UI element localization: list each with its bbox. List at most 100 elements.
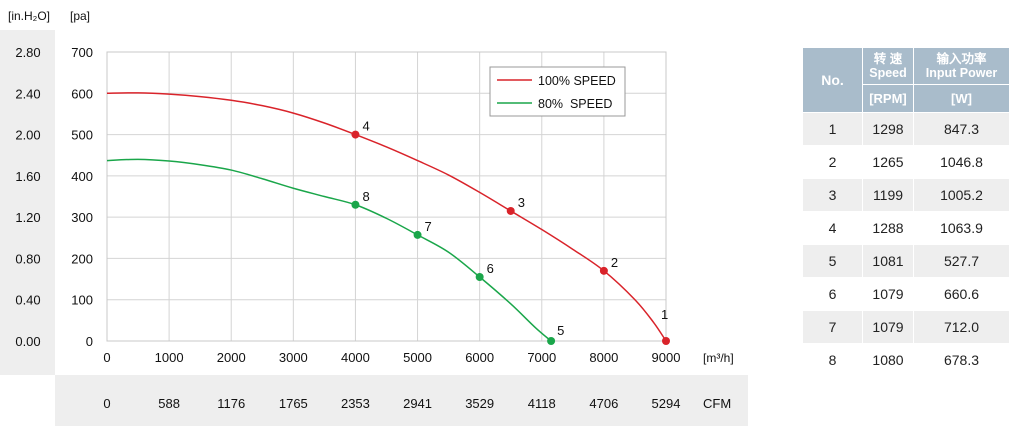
header-speed-unit: [RPM] bbox=[862, 84, 914, 113]
cfm-tick-label: 588 bbox=[158, 396, 180, 411]
data-point-label: 4 bbox=[362, 119, 369, 134]
header-speed-en: Speed bbox=[869, 66, 907, 80]
data-point bbox=[475, 273, 484, 282]
y2-axis-ticks: 0.00 0.40 0.80 1.20 1.60 2.00 2.40 2.80 bbox=[15, 45, 40, 349]
data-point bbox=[351, 200, 360, 209]
cell-power: 1046.8 bbox=[913, 145, 1010, 179]
data-point-label: 5 bbox=[557, 323, 564, 338]
cfm-tick-label: 4706 bbox=[589, 396, 618, 411]
cell-no: 6 bbox=[802, 277, 863, 311]
x-tick-label: 0 bbox=[103, 350, 110, 365]
table-row: 4 1288 1063.9 bbox=[802, 211, 1010, 245]
y-tick-label: 700 bbox=[71, 45, 93, 60]
series-line-80 bbox=[106, 158, 552, 342]
cell-speed: 1199 bbox=[862, 178, 914, 212]
data-point-label: 6 bbox=[487, 261, 494, 276]
y-tick-label: 500 bbox=[71, 128, 93, 143]
y-unit-label: [pa] bbox=[70, 9, 90, 23]
x-tick-label: 3000 bbox=[279, 350, 308, 365]
left-axis-band bbox=[0, 30, 55, 375]
cell-no: 5 bbox=[802, 244, 863, 278]
header-power-cn: 输入功率 bbox=[936, 52, 987, 66]
x-tick-label: 8000 bbox=[589, 350, 618, 365]
data-point-label: 1 bbox=[661, 307, 668, 322]
y2-tick-label: 1.60 bbox=[15, 169, 40, 184]
y2-tick-label: 2.40 bbox=[15, 86, 40, 101]
cfm-tick-label: 2353 bbox=[341, 396, 370, 411]
table-row: 1 1298 847.3 bbox=[802, 112, 1010, 146]
cell-power: 712.0 bbox=[913, 310, 1010, 344]
x-tick-label: 7000 bbox=[527, 350, 556, 365]
series-points: 4 3 2 1 8 7 6 5 bbox=[351, 119, 670, 345]
cell-speed: 1080 bbox=[862, 343, 914, 377]
y2-tick-label: 2.80 bbox=[15, 45, 40, 60]
legend: 100% SPEED 80% SPEED bbox=[489, 66, 626, 117]
y-tick-label: 200 bbox=[71, 251, 93, 266]
data-point-label: 8 bbox=[362, 189, 369, 204]
x-unit-label: [m³/h] bbox=[703, 351, 734, 365]
y-tick-label: 0 bbox=[86, 334, 93, 349]
data-point-label: 7 bbox=[425, 219, 432, 234]
y-tick-label: 600 bbox=[71, 86, 93, 101]
x-tick-label: 1000 bbox=[155, 350, 184, 365]
cfm-tick-label: 1765 bbox=[279, 396, 308, 411]
cfm-tick-label: 0 bbox=[103, 396, 110, 411]
cfm-axis-ticks: 0 588 1176 1765 2353 2941 3529 4118 4706 5294 bbox=[103, 396, 680, 411]
legend-label-100: 100% SPEED bbox=[538, 74, 616, 88]
table-row: 7 1079 712.0 bbox=[802, 310, 1010, 344]
y2-tick-label: 0.00 bbox=[15, 334, 40, 349]
data-point-label: 3 bbox=[518, 195, 525, 210]
data-point bbox=[662, 337, 670, 345]
header-no: No. bbox=[802, 47, 863, 113]
plot-frame bbox=[106, 51, 667, 342]
table-row: 3 1199 1005.2 bbox=[802, 178, 1010, 212]
data-point bbox=[599, 266, 608, 275]
data-point bbox=[351, 130, 360, 139]
header-speed-cn: 转 速 bbox=[873, 52, 903, 66]
y-tick-label: 100 bbox=[71, 293, 93, 308]
cell-speed: 1079 bbox=[862, 310, 914, 344]
cell-no: 3 bbox=[802, 178, 863, 212]
cfm-tick-label: 5294 bbox=[652, 396, 681, 411]
table-header-row: No. 转 速 Speed 输入功率 Input Power bbox=[802, 47, 1010, 113]
x-tick-label: 9000 bbox=[652, 350, 681, 365]
y-tick-label: 300 bbox=[71, 210, 93, 225]
cell-speed: 1265 bbox=[862, 145, 914, 179]
cfm-tick-label: 4118 bbox=[528, 396, 556, 411]
y-axis-ticks: 0 100 200 300 400 500 600 700 bbox=[71, 45, 93, 349]
cell-speed: 1298 bbox=[862, 112, 914, 146]
table-unit-row: [RPM] [W] bbox=[803, 84, 1010, 113]
x-tick-label: 6000 bbox=[465, 350, 494, 365]
speed-power-table: No. 转 速 Speed 输入功率 Input Power [RPM] [W]… bbox=[802, 47, 1010, 377]
cfm-tick-label: 3529 bbox=[465, 396, 494, 411]
y2-tick-label: 0.40 bbox=[15, 293, 40, 308]
cell-no: 2 bbox=[802, 145, 863, 179]
data-point bbox=[413, 230, 422, 239]
y-tick-label: 400 bbox=[71, 169, 93, 184]
cell-power: 1005.2 bbox=[913, 178, 1010, 212]
x-tick-label: 5000 bbox=[403, 350, 432, 365]
cfm-tick-label: 1176 bbox=[217, 396, 245, 411]
x-tick-label: 4000 bbox=[341, 350, 370, 365]
data-point-label: 2 bbox=[611, 255, 618, 270]
cfm-unit-label: CFM bbox=[703, 396, 731, 411]
cfm-tick-label: 2941 bbox=[403, 396, 432, 411]
cell-power: 678.3 bbox=[913, 343, 1010, 377]
header-power: 输入功率 Input Power bbox=[913, 47, 1010, 85]
table-row: 8 1080 678.3 bbox=[802, 343, 1010, 377]
y2-tick-label: 0.80 bbox=[15, 251, 40, 266]
header-power-unit: [W] bbox=[913, 84, 1010, 113]
bottom-axis-band bbox=[55, 375, 748, 426]
data-table: No. 转 速 Speed 输入功率 Input Power [RPM] [W]… bbox=[802, 47, 1010, 377]
cell-power: 527.7 bbox=[913, 244, 1010, 278]
x-tick-label: 2000 bbox=[217, 350, 246, 365]
table-row: 6 1079 660.6 bbox=[802, 277, 1010, 311]
legend-box bbox=[489, 66, 626, 117]
legend-label-80: 80% SPEED bbox=[538, 97, 612, 111]
y2-tick-label: 2.00 bbox=[15, 128, 40, 143]
table-row: 2 1265 1046.8 bbox=[802, 145, 1010, 179]
cell-no: 8 bbox=[802, 343, 863, 377]
cell-speed: 1081 bbox=[862, 244, 914, 278]
cell-no: 1 bbox=[802, 112, 863, 146]
